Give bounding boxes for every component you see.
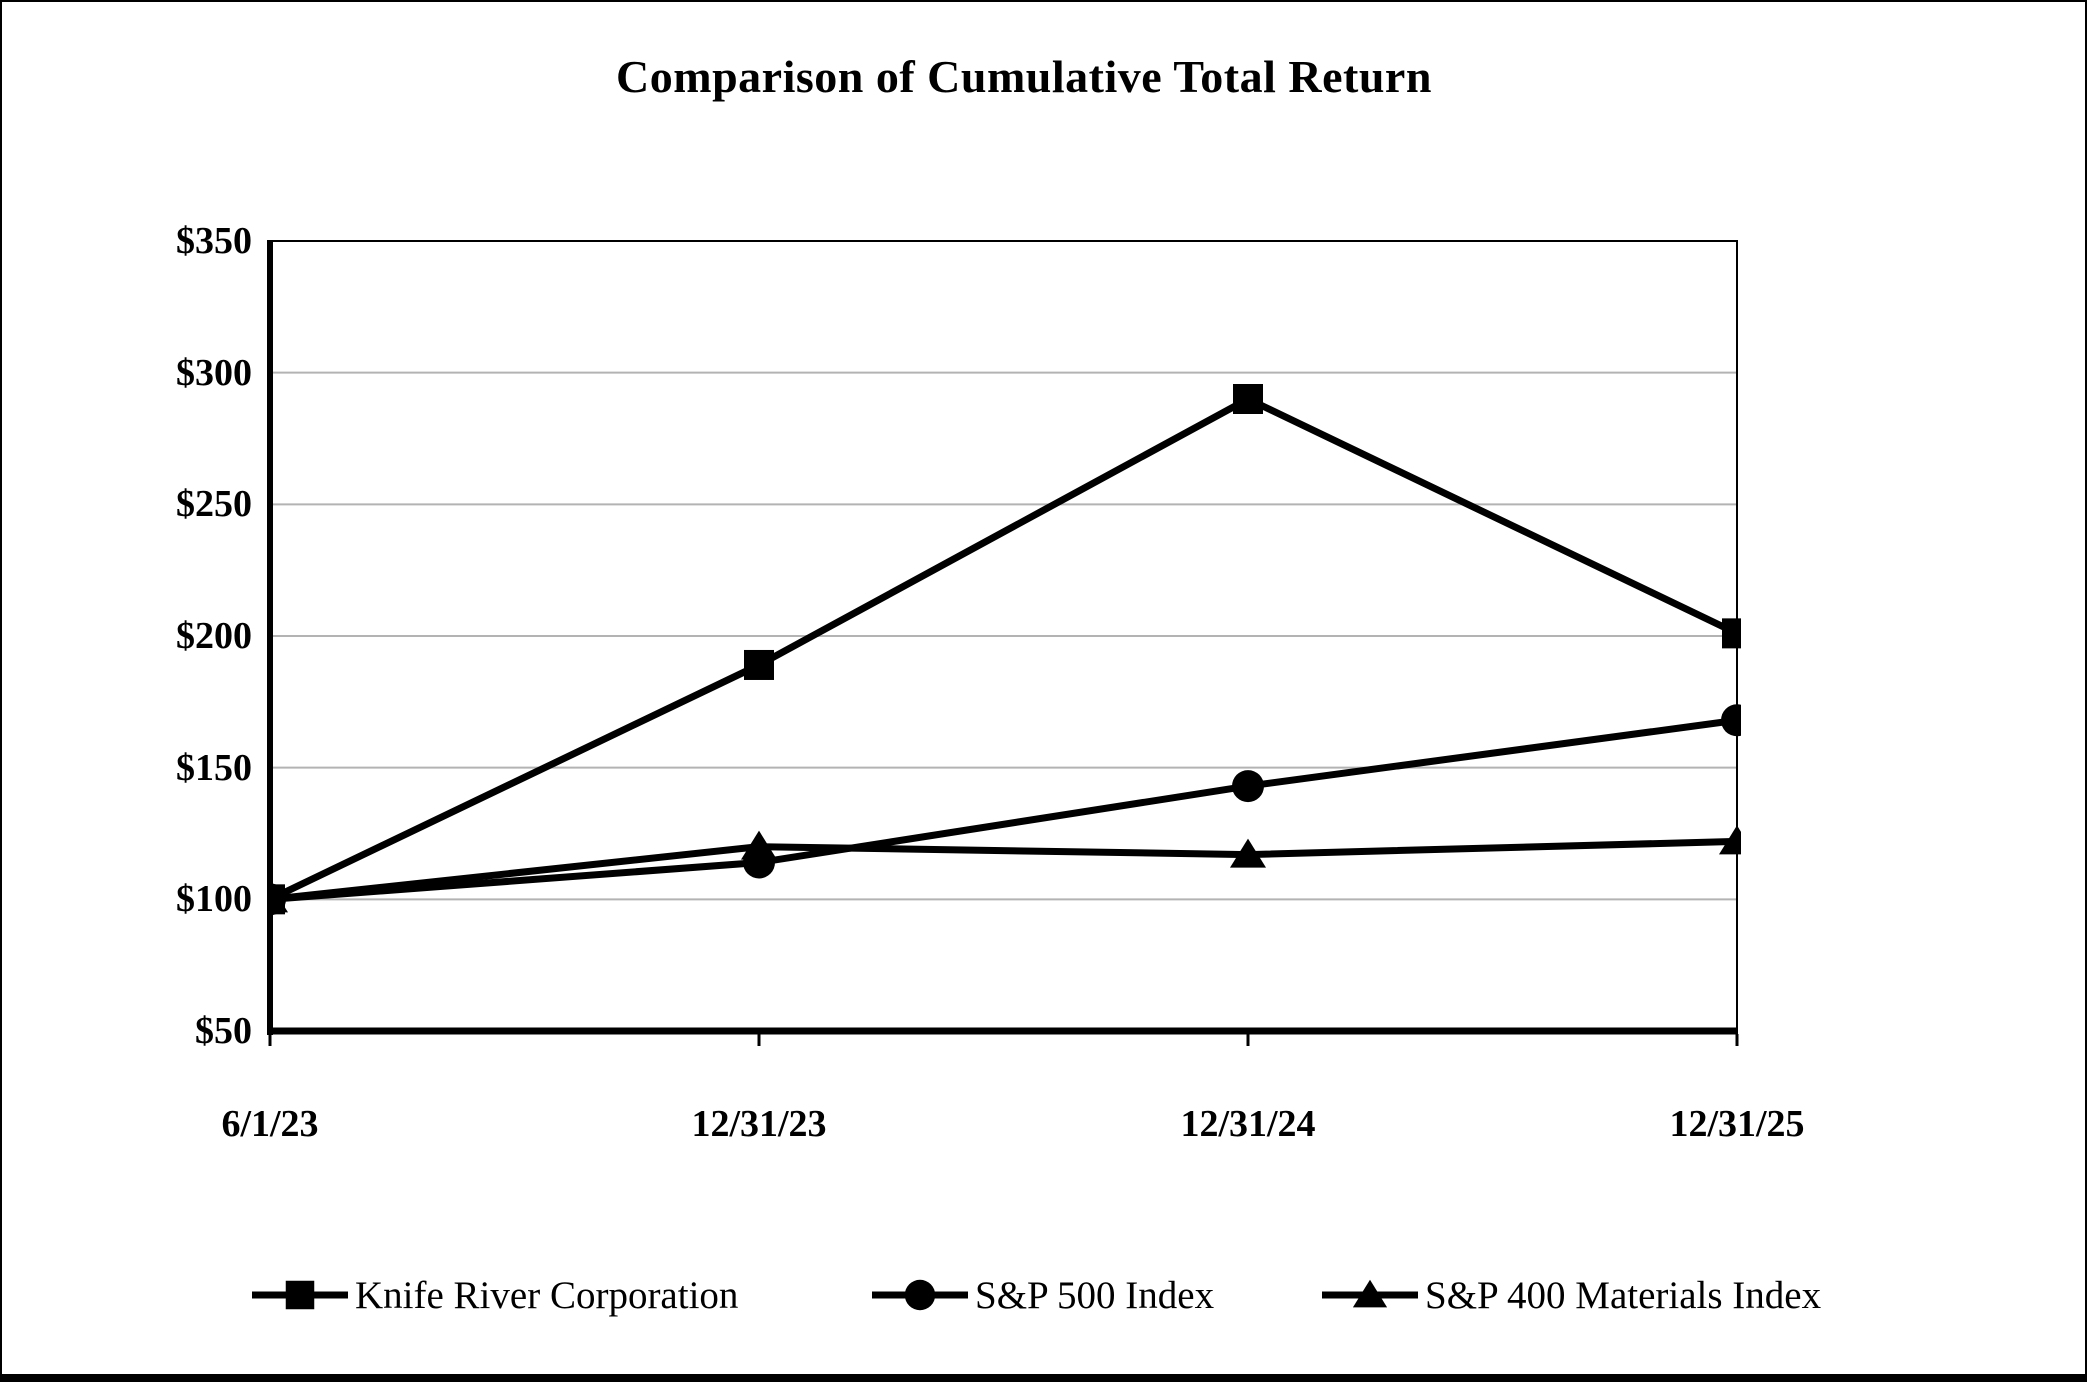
chart-title: Comparison of Cumulative Total Return [616,51,1432,102]
legend-item-s-p-400-materials-index: S&P 400 Materials Index [1322,1269,1821,1321]
legend-triangle-marker-icon [1322,1279,1418,1308]
y-tick-label-300: $300 [176,351,252,394]
x-tick-label-12-31-24: 12/31/24 [1180,1103,1316,1145]
data-point-s-p-400-materials-index-12-31-23 [741,830,777,860]
legend-item-knife-river-corporation: Knife River Corporation [252,1269,738,1321]
data-point-knife-river-corporation-12-31-24 [1233,384,1263,414]
data-point-s-p-500-index-12-31-25 [1721,704,1741,737]
y-tick-label-150: $150 [176,746,252,789]
plot-area-svg [267,240,1741,1046]
y-tick-label-350: $350 [176,220,252,262]
y-tick-label-200: $200 [176,615,252,657]
data-point-s-p-400-materials-index-12-31-25 [1719,825,1741,855]
x-tick-label-6-1-23: 6/1/23 [221,1103,319,1145]
legend-label-s-p-400-materials-index: S&P 400 Materials Index [1425,1273,1822,1317]
legend-label-s-p-500-index: S&P 500 Index [975,1273,1215,1317]
legend-marker-shape-square [285,1280,315,1310]
legend: Knife River Corporation S&P 500 Index S&P … [2,1269,2085,1325]
data-point-knife-river-corporation-12-31-23 [744,649,774,680]
y-tick-label-100: $100 [176,878,252,921]
x-tick-label-12-31-23: 12/31/23 [691,1103,827,1145]
legend-square-marker-icon [252,1280,348,1310]
bottom-border-bar [2,1374,2085,1380]
data-point-s-p-400-materials-index-12-31-24 [1230,838,1266,868]
series-line-knife-river-corporation [268,395,1739,903]
y-tick-label-50: $50 [195,1010,252,1052]
data-point-knife-river-corporation-6-1-23 [267,884,285,915]
data-point-knife-river-corporation-12-31-25 [1722,618,1741,649]
series-line-s-p-500-index [269,716,1738,903]
data-point-s-p-500-index-12-31-24 [1232,770,1264,803]
legend-circle-marker-icon [872,1279,968,1311]
y-tick-label-250: $250 [176,483,252,526]
x-tick-label-12-31-25: 12/31/25 [1669,1103,1805,1145]
legend-marker-shape-triangle [1352,1279,1388,1308]
legend-marker-shape-circle [904,1279,936,1311]
series-line-s-p-400-materials-index [269,837,1738,903]
legend-label-knife-river-corporation: Knife River Corporation [355,1273,739,1317]
legend-item-s-p-500-index: S&P 500 Index [872,1269,1214,1321]
